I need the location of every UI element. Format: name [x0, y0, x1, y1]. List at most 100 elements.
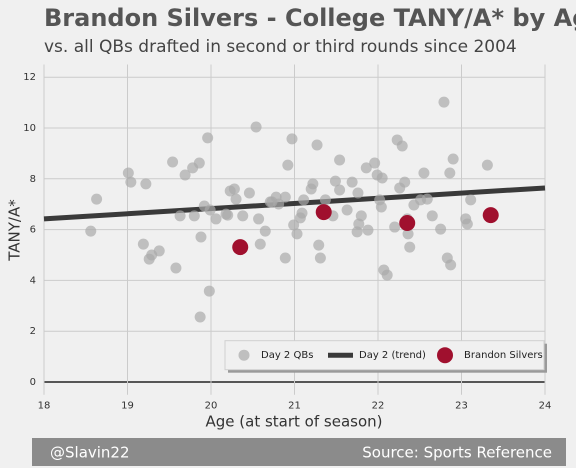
point: [376, 172, 388, 184]
point: [381, 269, 393, 281]
point: [254, 238, 266, 250]
point: [282, 159, 294, 171]
point: [179, 169, 191, 181]
point: [243, 187, 255, 199]
point: [435, 223, 447, 235]
point: [314, 252, 326, 264]
point: [228, 183, 240, 195]
point: [194, 311, 206, 323]
point: [307, 178, 319, 190]
point: [360, 162, 372, 174]
legend-label: Day 2 QBs: [261, 350, 313, 361]
point: [279, 191, 291, 203]
point: [167, 156, 179, 168]
point: [203, 285, 215, 297]
point: [286, 133, 298, 145]
point: [334, 184, 346, 196]
footer-bar: [32, 438, 566, 466]
point: [170, 262, 182, 274]
x-tick-label: 24: [539, 401, 552, 412]
point: [259, 225, 271, 237]
point: [188, 210, 200, 222]
point: [296, 207, 308, 219]
point: [125, 176, 137, 188]
point: [329, 175, 341, 187]
legend: Day 2 QBs Day 2 (trend) Brandon Silvers: [224, 340, 547, 373]
point: [445, 259, 457, 271]
legend-swatch: [437, 347, 453, 364]
point: [421, 193, 433, 205]
y-axis-label: TANY/A*: [6, 199, 24, 262]
highlight-point: [232, 239, 249, 256]
y-tick-label: 6: [30, 225, 36, 236]
point: [273, 198, 285, 210]
point: [319, 194, 331, 206]
y-tick-label: 10: [23, 123, 36, 134]
point: [250, 121, 262, 133]
point: [341, 204, 353, 216]
point: [396, 140, 408, 152]
point: [122, 167, 134, 179]
point: [210, 213, 222, 225]
point: [174, 210, 186, 222]
point: [195, 231, 207, 243]
point: [193, 157, 205, 169]
point: [230, 193, 242, 205]
point: [279, 252, 291, 264]
y-tick-label: 12: [23, 72, 36, 83]
point: [311, 139, 323, 151]
point: [418, 167, 430, 179]
chart-subtitle: vs. all QBs drafted in second or third r…: [44, 37, 517, 57]
point: [85, 225, 97, 237]
point: [140, 178, 152, 190]
point: [399, 176, 411, 188]
point: [375, 201, 387, 213]
point: [204, 204, 216, 216]
point: [465, 194, 477, 206]
highlight-point: [482, 207, 499, 224]
point: [481, 159, 493, 171]
trend-line: [43, 185, 546, 222]
point: [253, 213, 265, 225]
point: [438, 96, 450, 108]
point: [426, 210, 438, 222]
point: [402, 228, 414, 240]
legend-box: [224, 340, 545, 371]
point: [362, 224, 374, 236]
point: [352, 187, 364, 199]
chart-title: Brandon Silvers - College TANY/A* by Age: [44, 4, 576, 32]
y-tick-label: 0: [30, 377, 36, 388]
y-tick-label: 2: [30, 326, 36, 337]
point: [291, 228, 303, 240]
x-tick-label: 23: [455, 401, 468, 412]
highlight-point: [315, 204, 332, 221]
point: [334, 154, 346, 166]
point: [461, 218, 473, 230]
legend-swatch: [238, 349, 250, 361]
point: [447, 153, 459, 165]
point: [355, 210, 367, 222]
x-axis-label: Age (at start of season): [206, 413, 383, 431]
y-tick-label: 8: [30, 174, 36, 185]
x-tick-label: 21: [288, 401, 301, 412]
credit: @Slavin22: [50, 444, 130, 462]
point: [298, 194, 310, 206]
x-tick-label: 19: [121, 401, 134, 412]
legend-label: Day 2 (trend): [359, 350, 426, 361]
point: [404, 241, 416, 253]
point: [346, 176, 358, 188]
point: [288, 219, 300, 231]
point: [222, 209, 234, 221]
point: [153, 245, 165, 257]
x-tick-label: 22: [372, 401, 385, 412]
point: [444, 167, 456, 179]
point: [237, 210, 249, 222]
point: [313, 239, 325, 251]
point: [369, 157, 381, 169]
x-tick-label: 18: [38, 401, 51, 412]
point: [202, 132, 214, 144]
y-tick-label: 4: [30, 275, 36, 286]
